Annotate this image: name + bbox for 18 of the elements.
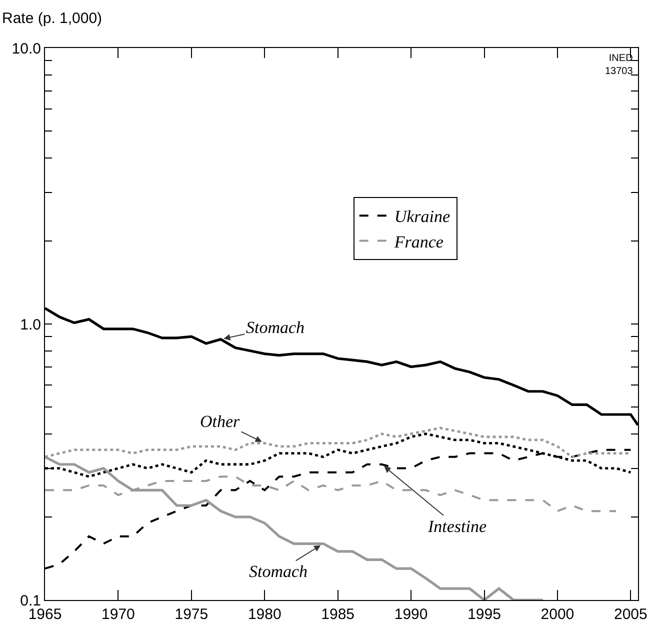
x-tick-label: 1975 [174, 606, 208, 623]
legend-label: Ukraine [394, 207, 451, 226]
x-tick-label: 2000 [540, 606, 574, 623]
y-tick-label: 1.0 [20, 316, 41, 334]
x-tick-label: 1990 [394, 606, 428, 623]
x-tick-label: 1970 [102, 606, 135, 623]
x-tick-label: 1985 [321, 606, 355, 623]
annotation: Stomach [246, 318, 305, 337]
annotation: Intestine [427, 517, 487, 536]
annotation: Other [200, 412, 240, 431]
y-axis-title: Rate (p. 1,000) [2, 10, 102, 27]
x-tick-label: 1980 [248, 606, 282, 623]
y-tick-label: 10.0 [12, 40, 41, 58]
x-tick-label: 2005 [614, 606, 648, 623]
legend-label: France [393, 232, 444, 252]
annotation: Stomach [249, 562, 308, 581]
x-tick-label: 1995 [468, 606, 501, 623]
annotation: INED 13703 [605, 53, 634, 77]
